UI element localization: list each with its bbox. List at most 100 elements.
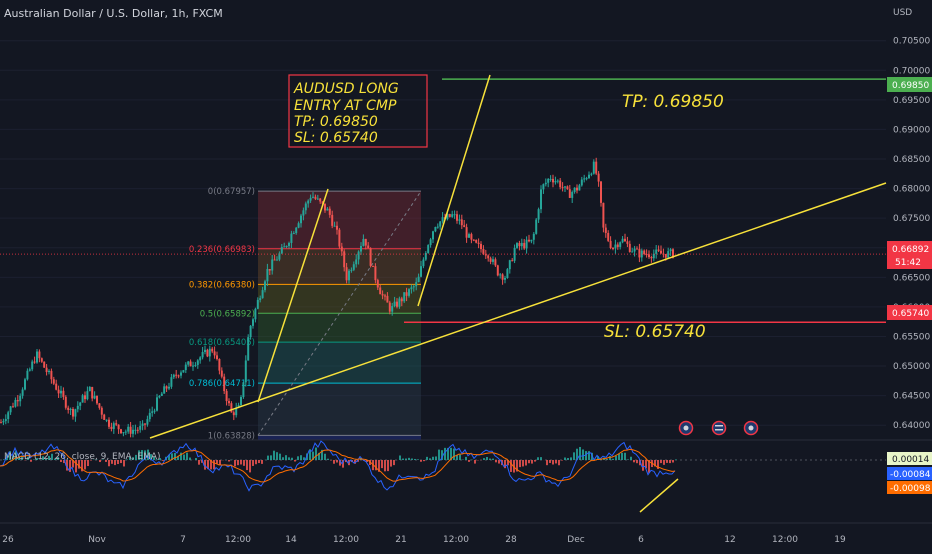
macd-histogram-bar <box>558 460 560 465</box>
macd-histogram-bar <box>528 460 530 463</box>
macd-histogram-bar <box>525 460 527 466</box>
candle-body <box>290 234 292 243</box>
candle-body <box>362 239 364 246</box>
fib-level-label: 0.236(0.66983) <box>189 245 255 255</box>
candle-body <box>310 198 312 201</box>
candle-body <box>79 403 81 406</box>
macd-histogram-bar <box>246 460 248 470</box>
candle-body <box>437 227 439 228</box>
macd-histogram-bar <box>666 460 668 463</box>
candle-body <box>240 397 242 405</box>
macd-histogram-bar <box>483 458 485 460</box>
candle-body <box>271 260 273 271</box>
macd-histogram-bar <box>570 457 572 460</box>
candle-body <box>655 250 657 254</box>
candle-body <box>602 203 604 228</box>
candle-body <box>209 349 211 357</box>
candle-body <box>389 303 391 312</box>
candle-body <box>84 395 86 399</box>
candle-body <box>610 241 612 248</box>
macd-histogram-bar <box>627 459 629 460</box>
event-flag-icon[interactable] <box>680 422 693 435</box>
candle-body <box>7 412 9 419</box>
candle-body <box>379 288 381 295</box>
candle-body <box>466 227 468 238</box>
macd-histogram-bar <box>387 460 389 471</box>
candle-body <box>607 233 609 241</box>
macd-histogram-bar <box>288 457 290 460</box>
candle-body <box>192 366 194 367</box>
event-flag-icon[interactable] <box>713 422 726 435</box>
macd-histogram-bar <box>630 457 632 460</box>
candle-body <box>643 251 645 254</box>
candle-body <box>26 371 28 380</box>
fib-level-label: 0(0.67957) <box>208 187 255 197</box>
macd-histogram-bar <box>498 460 500 464</box>
candle-body <box>211 349 213 352</box>
macd-histogram-bar <box>297 456 299 460</box>
macd-histogram-bar <box>663 460 665 465</box>
candle-body <box>526 240 528 249</box>
candle-body <box>10 406 12 412</box>
candle-body <box>62 391 64 397</box>
candle-body <box>540 189 542 209</box>
candle-body <box>204 350 206 352</box>
candle-body <box>595 162 597 174</box>
macd-histogram-bar <box>261 460 263 464</box>
macd-histogram-bar <box>327 459 329 460</box>
candle-body <box>262 290 264 298</box>
candle-body <box>470 234 472 240</box>
candle-body <box>562 187 564 188</box>
candle-body <box>276 260 278 261</box>
time-tick-label: Dec <box>567 535 584 545</box>
macd-histogram-bar <box>276 452 278 460</box>
macd-histogram-bar <box>531 460 533 464</box>
time-tick-label: 14 <box>285 535 297 545</box>
current-price-label: 0.66892 <box>892 245 929 255</box>
macd-histogram-bar <box>546 460 548 465</box>
candle-body <box>593 162 595 174</box>
candle-body <box>482 249 484 254</box>
candle-body <box>242 382 244 397</box>
macd-histogram-bar <box>300 455 302 460</box>
candle-body <box>463 225 465 227</box>
macd-histogram-bar <box>258 460 260 463</box>
candle-body <box>281 247 283 253</box>
macd-histogram-bar <box>534 460 536 462</box>
macd-histogram-bar <box>552 460 554 464</box>
time-tick-label: 12:00 <box>772 535 798 545</box>
price-tick-label: 0.65000 <box>893 362 930 372</box>
candle-body <box>554 181 556 182</box>
candle-body <box>619 242 621 247</box>
time-tick-label: 12 <box>724 535 735 545</box>
event-flag-icon[interactable] <box>745 422 758 435</box>
candle-body <box>422 260 424 267</box>
candle-body <box>110 427 112 429</box>
candle-body <box>559 181 561 188</box>
candle-body <box>430 239 432 245</box>
candle-body <box>326 209 328 211</box>
candle-body <box>631 251 633 252</box>
tp-annotation: TP: 0.69850 <box>622 92 724 112</box>
macd-histogram-bar <box>615 456 617 460</box>
candle-body <box>286 246 288 247</box>
candle-body <box>504 278 506 280</box>
trade-note-line-4: SL: 0.65740 <box>294 130 378 146</box>
candle-body <box>199 357 201 360</box>
candle-body <box>456 214 458 221</box>
trade-note-line-3: TP: 0.69850 <box>294 114 378 130</box>
candle-body <box>600 182 602 203</box>
candle-body <box>307 201 309 204</box>
candle-body <box>96 396 98 404</box>
macd-histogram-bar <box>519 460 521 467</box>
macd-histogram-bar <box>189 458 191 460</box>
candle-body <box>166 386 168 388</box>
macd-histogram-bar <box>279 454 281 460</box>
price-tick-label: 0.64000 <box>893 421 930 431</box>
candle-body <box>408 289 410 296</box>
candle-body <box>523 243 525 248</box>
candle-body <box>634 249 636 252</box>
time-tick-label: 21 <box>395 535 406 545</box>
